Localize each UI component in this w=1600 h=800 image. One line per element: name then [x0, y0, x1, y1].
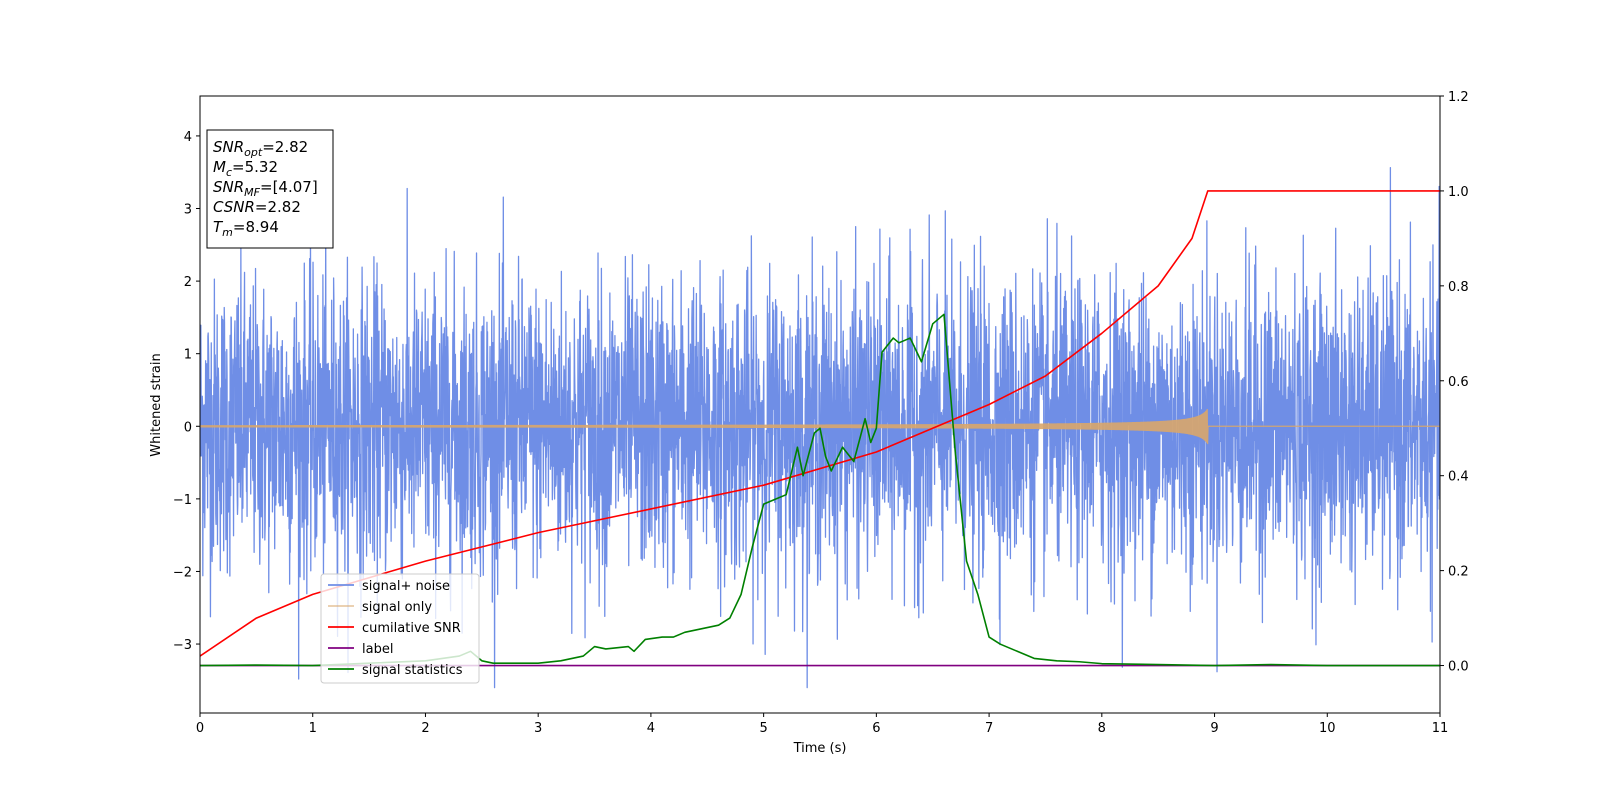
- x-tick-label: 4: [647, 721, 655, 736]
- legend-label-signal-statistics: signal statistics: [362, 663, 463, 678]
- x-tick-label: 7: [985, 721, 993, 736]
- y2-tick-label: 0.0: [1448, 660, 1469, 675]
- x-tick-label: 3: [534, 721, 542, 736]
- annotation-line: CSNR=2.82: [213, 198, 301, 216]
- x-axis-label: Time (s): [793, 741, 847, 756]
- legend: signal+ noise signal only cumilative SNR la…: [320, 573, 480, 684]
- y-tick-label: 4: [184, 130, 192, 145]
- y2-tick-label: 1.2: [1448, 90, 1469, 105]
- y-tick-label: 2: [184, 275, 192, 290]
- x-tick-label: 2: [421, 721, 429, 736]
- plot-frame: [199, 95, 1441, 714]
- annotation-line: SNRopt=2.82: [213, 138, 308, 159]
- y-axis-label: Whitened strain: [149, 353, 164, 456]
- x-tick-label: 9: [1210, 721, 1218, 736]
- annotation-frame: [206, 129, 334, 249]
- series-signal-statistics-line: [200, 313, 1440, 667]
- y2-tick-label: 0.2: [1448, 565, 1469, 580]
- y-tick-label: −1: [173, 493, 192, 508]
- annotation-line: Tm=8.94: [213, 218, 279, 239]
- legend-label-signal-only: signal only: [362, 600, 432, 615]
- y2-tick-label: 0.8: [1448, 280, 1469, 295]
- series-signal-noise-line: [200, 166, 1440, 689]
- y-tick-label: 0: [184, 420, 192, 435]
- x-tick-label: 1: [309, 721, 317, 736]
- x-tick-label: 5: [759, 721, 767, 736]
- y2-tick-label: 0.6: [1448, 375, 1469, 390]
- x-tick-label: 10: [1319, 721, 1336, 736]
- y-tick-label: −3: [173, 638, 192, 653]
- axes: 0 1 2 3 4 5 6 7 8 9 10 11 −3 −2 −1 0 1 2 3 4 0.0 0.2 0.4 0.6 0.8…: [173, 90, 1469, 736]
- y-tick-label: 3: [184, 203, 192, 218]
- legend-frame: [320, 573, 480, 684]
- y2-tick-label: 1.0: [1448, 185, 1469, 200]
- legend-label-cumilative-snr: cumilative SNR: [362, 621, 461, 636]
- legend-label-signal-noise: signal+ noise: [362, 579, 450, 594]
- legend-label-label: label: [362, 642, 393, 657]
- annotation-line: SNRMF=[4.07]: [213, 178, 318, 199]
- y2-tick-label: 0.4: [1448, 470, 1469, 485]
- annotation-line: Mc=5.32: [213, 158, 278, 179]
- y-tick-label: −2: [173, 565, 192, 580]
- x-tick-label: 6: [872, 721, 880, 736]
- x-tick-label: 11: [1432, 721, 1449, 736]
- x-tick-label: 0: [196, 721, 204, 736]
- x-tick-label: 8: [1098, 721, 1106, 736]
- series-signal-only-line: [200, 409, 1440, 445]
- y-tick-label: 1: [184, 348, 192, 363]
